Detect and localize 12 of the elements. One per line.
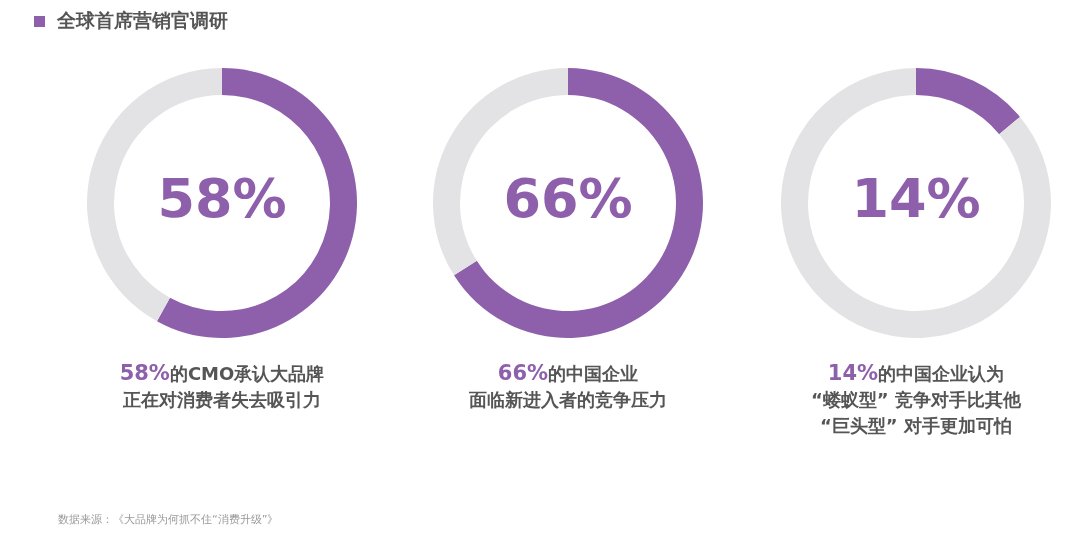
text: 面临新进入者的竞争压力 xyxy=(468,388,668,412)
text: “巨头型” 对手更加可怕 xyxy=(819,414,1013,438)
text: 66%的中国企业 xyxy=(496,360,640,387)
data-label: 58% xyxy=(157,167,287,231)
text: 全球首席营销官调研 xyxy=(57,8,228,33)
text: 正在对消费者失去吸引力 xyxy=(122,388,322,412)
data-label: 66% xyxy=(503,167,633,231)
text: “蝼蚁型” 竞争对手比其他 xyxy=(810,388,1022,412)
text: 14%的中国企业认为 xyxy=(826,360,1006,387)
source-note: 数据来源：《大品牌为何抓不住“消费升级”》 xyxy=(58,512,279,527)
data-label: 14% xyxy=(851,167,981,231)
text: 58%的CMO承认大品牌 xyxy=(118,360,326,387)
